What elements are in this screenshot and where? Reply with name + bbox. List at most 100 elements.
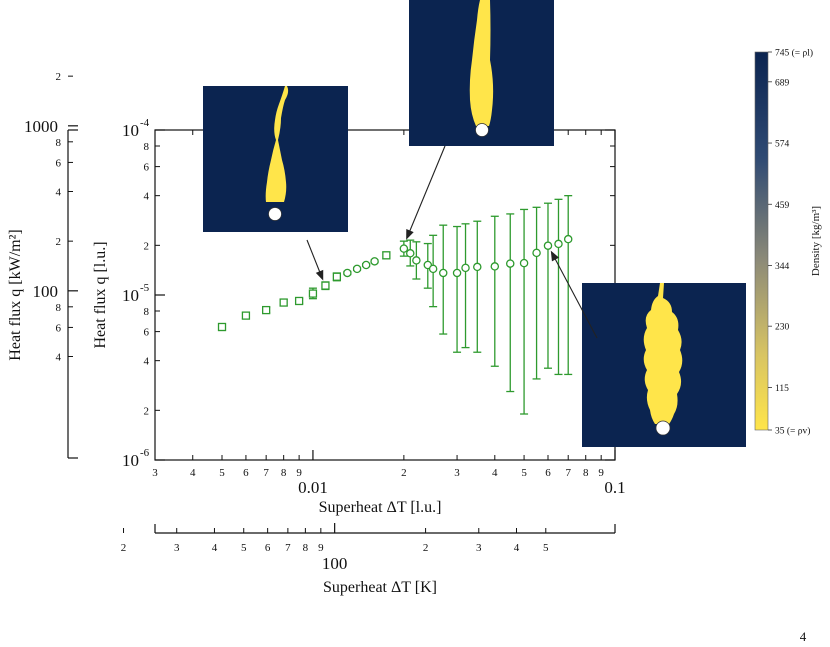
data-point (438, 268, 448, 278)
kw-minor-tick-label: 4 (56, 351, 62, 363)
y-minor-tick-label: 6 (144, 162, 150, 174)
x-major-tick-label: 0.1 (604, 478, 625, 497)
y-axis-label: Heat flux q [l.u.] (92, 241, 109, 348)
k-minor-tick-label: 9 (318, 542, 324, 554)
y-minor-tick-label: 4 (144, 191, 150, 203)
arrow-head (315, 269, 324, 281)
data-point (519, 258, 529, 268)
arrow-shaft (306, 239, 321, 274)
y-major-tick-label: 10 -6 (122, 447, 150, 470)
colorbar-gradient (754, 51, 769, 431)
y-minor-tick-label: 2 (144, 240, 150, 252)
data-point (412, 256, 421, 265)
x-minor-tick-label: 4 (190, 467, 196, 479)
data-point (406, 249, 415, 258)
data-point (473, 262, 482, 272)
colorbar-tick-label: 230 (775, 323, 790, 333)
k-minor-tick-label: 7 (285, 542, 291, 554)
colorbar-tick-label: 459 (775, 201, 790, 211)
kw-major-tick-label: 1000 (24, 117, 58, 136)
error-bar (564, 195, 573, 376)
k-minor-tick-label: 3 (174, 542, 180, 554)
data-point (370, 257, 379, 266)
x-axis-alt-label: Superheat ΔT [K] (323, 579, 437, 596)
arrow-head (550, 250, 560, 262)
y-minor-tick-label: 4 (144, 356, 150, 368)
y-minor-tick-label: 6 (144, 327, 150, 339)
error-bar (461, 223, 470, 349)
data-point (554, 239, 563, 249)
x-minor-tick-label: 2 (401, 467, 407, 479)
inset-bubble-high-arrow (550, 250, 598, 339)
inset-bubble-high (582, 283, 746, 447)
colorbar-tick-label: 35 (= ρv) (775, 426, 810, 437)
data-point (279, 298, 288, 307)
k-minor-tick-label: 4 (212, 542, 218, 554)
kw-axis (67, 129, 78, 459)
data-point (332, 272, 342, 281)
kw-major-tick-label: 100 (33, 282, 59, 301)
data-point (490, 262, 500, 271)
data-point (452, 268, 462, 278)
k-minor-tick-label: 4 (514, 542, 520, 554)
x-minor-tick-label: 5 (219, 467, 225, 479)
data-point (294, 296, 304, 306)
kw-minor-tick-label: 2 (56, 236, 62, 248)
k-minor-tick-label: 5 (241, 542, 247, 554)
data-point (461, 263, 470, 273)
colorbar-tick-label: 574 (775, 140, 790, 150)
x-minor-tick-label: 9 (296, 467, 302, 479)
colorbar-tick-label: 115 (775, 384, 789, 394)
y-axis-alt-label: Heat flux q [kW/m²] (7, 229, 24, 360)
inset-bubble-low-arrow (306, 239, 324, 281)
y-minor-tick-label: 8 (144, 141, 150, 153)
data-point (532, 248, 541, 258)
data-point (308, 289, 318, 298)
k-axis (154, 524, 616, 534)
error-bar (506, 213, 515, 393)
kw-minor-tick-label: 2 (56, 71, 62, 83)
x-minor-tick-label: 9 (598, 467, 604, 479)
data-point (399, 244, 409, 253)
y-major-tick-exp: -5 (140, 282, 150, 294)
data-point (352, 264, 362, 274)
data-point (382, 251, 391, 260)
inset-bubble-mid-arrow (406, 145, 446, 240)
colorbar-tick-label: 745 (= ρl) (775, 48, 813, 59)
x-minor-tick-label: 8 (281, 467, 287, 479)
error-bar (532, 206, 541, 380)
error-bar (439, 224, 448, 335)
data-point (241, 311, 251, 320)
x-minor-tick-label: 3 (152, 467, 158, 479)
x-minor-tick-label: 6 (545, 467, 551, 479)
x-minor-tick-label: 6 (243, 467, 249, 479)
x-minor-tick-label: 3 (454, 467, 460, 479)
y-major-tick-base: 10 (122, 121, 139, 140)
data-point (217, 322, 227, 332)
data-point (361, 260, 371, 270)
k-minor-tick-label: 3 (476, 542, 482, 554)
k-minor-tick-label: 8 (303, 542, 309, 554)
k-minor-tick-label: 2 (423, 542, 429, 554)
y-major-tick-exp: -6 (140, 447, 150, 459)
error-bar (554, 198, 563, 376)
data-point (543, 241, 553, 250)
error-bar (520, 208, 529, 415)
data-point (343, 268, 352, 278)
k-major-tick-label: 100 (322, 554, 348, 573)
kw-minor-tick-label: 8 (56, 137, 62, 149)
x-minor-tick-label: 7 (263, 467, 269, 479)
k-minor-tick-label: 6 (265, 542, 271, 554)
x-minor-tick-label: 4 (492, 467, 498, 479)
kw-minor-tick-label: 8 (56, 302, 62, 314)
y-major-tick-base: 10 (122, 451, 139, 470)
data-point (321, 281, 330, 290)
inset-bubble-low (203, 86, 348, 232)
kw-minor-tick-label: 6 (56, 322, 62, 334)
x-minor-tick-label: 5 (521, 467, 527, 479)
x-major-tick-label: 0.01 (298, 478, 328, 497)
kw-minor-tick-label: 6 (56, 157, 62, 169)
error-bar (543, 202, 552, 369)
colorbar-label: Density [kg/m³] (810, 206, 822, 276)
